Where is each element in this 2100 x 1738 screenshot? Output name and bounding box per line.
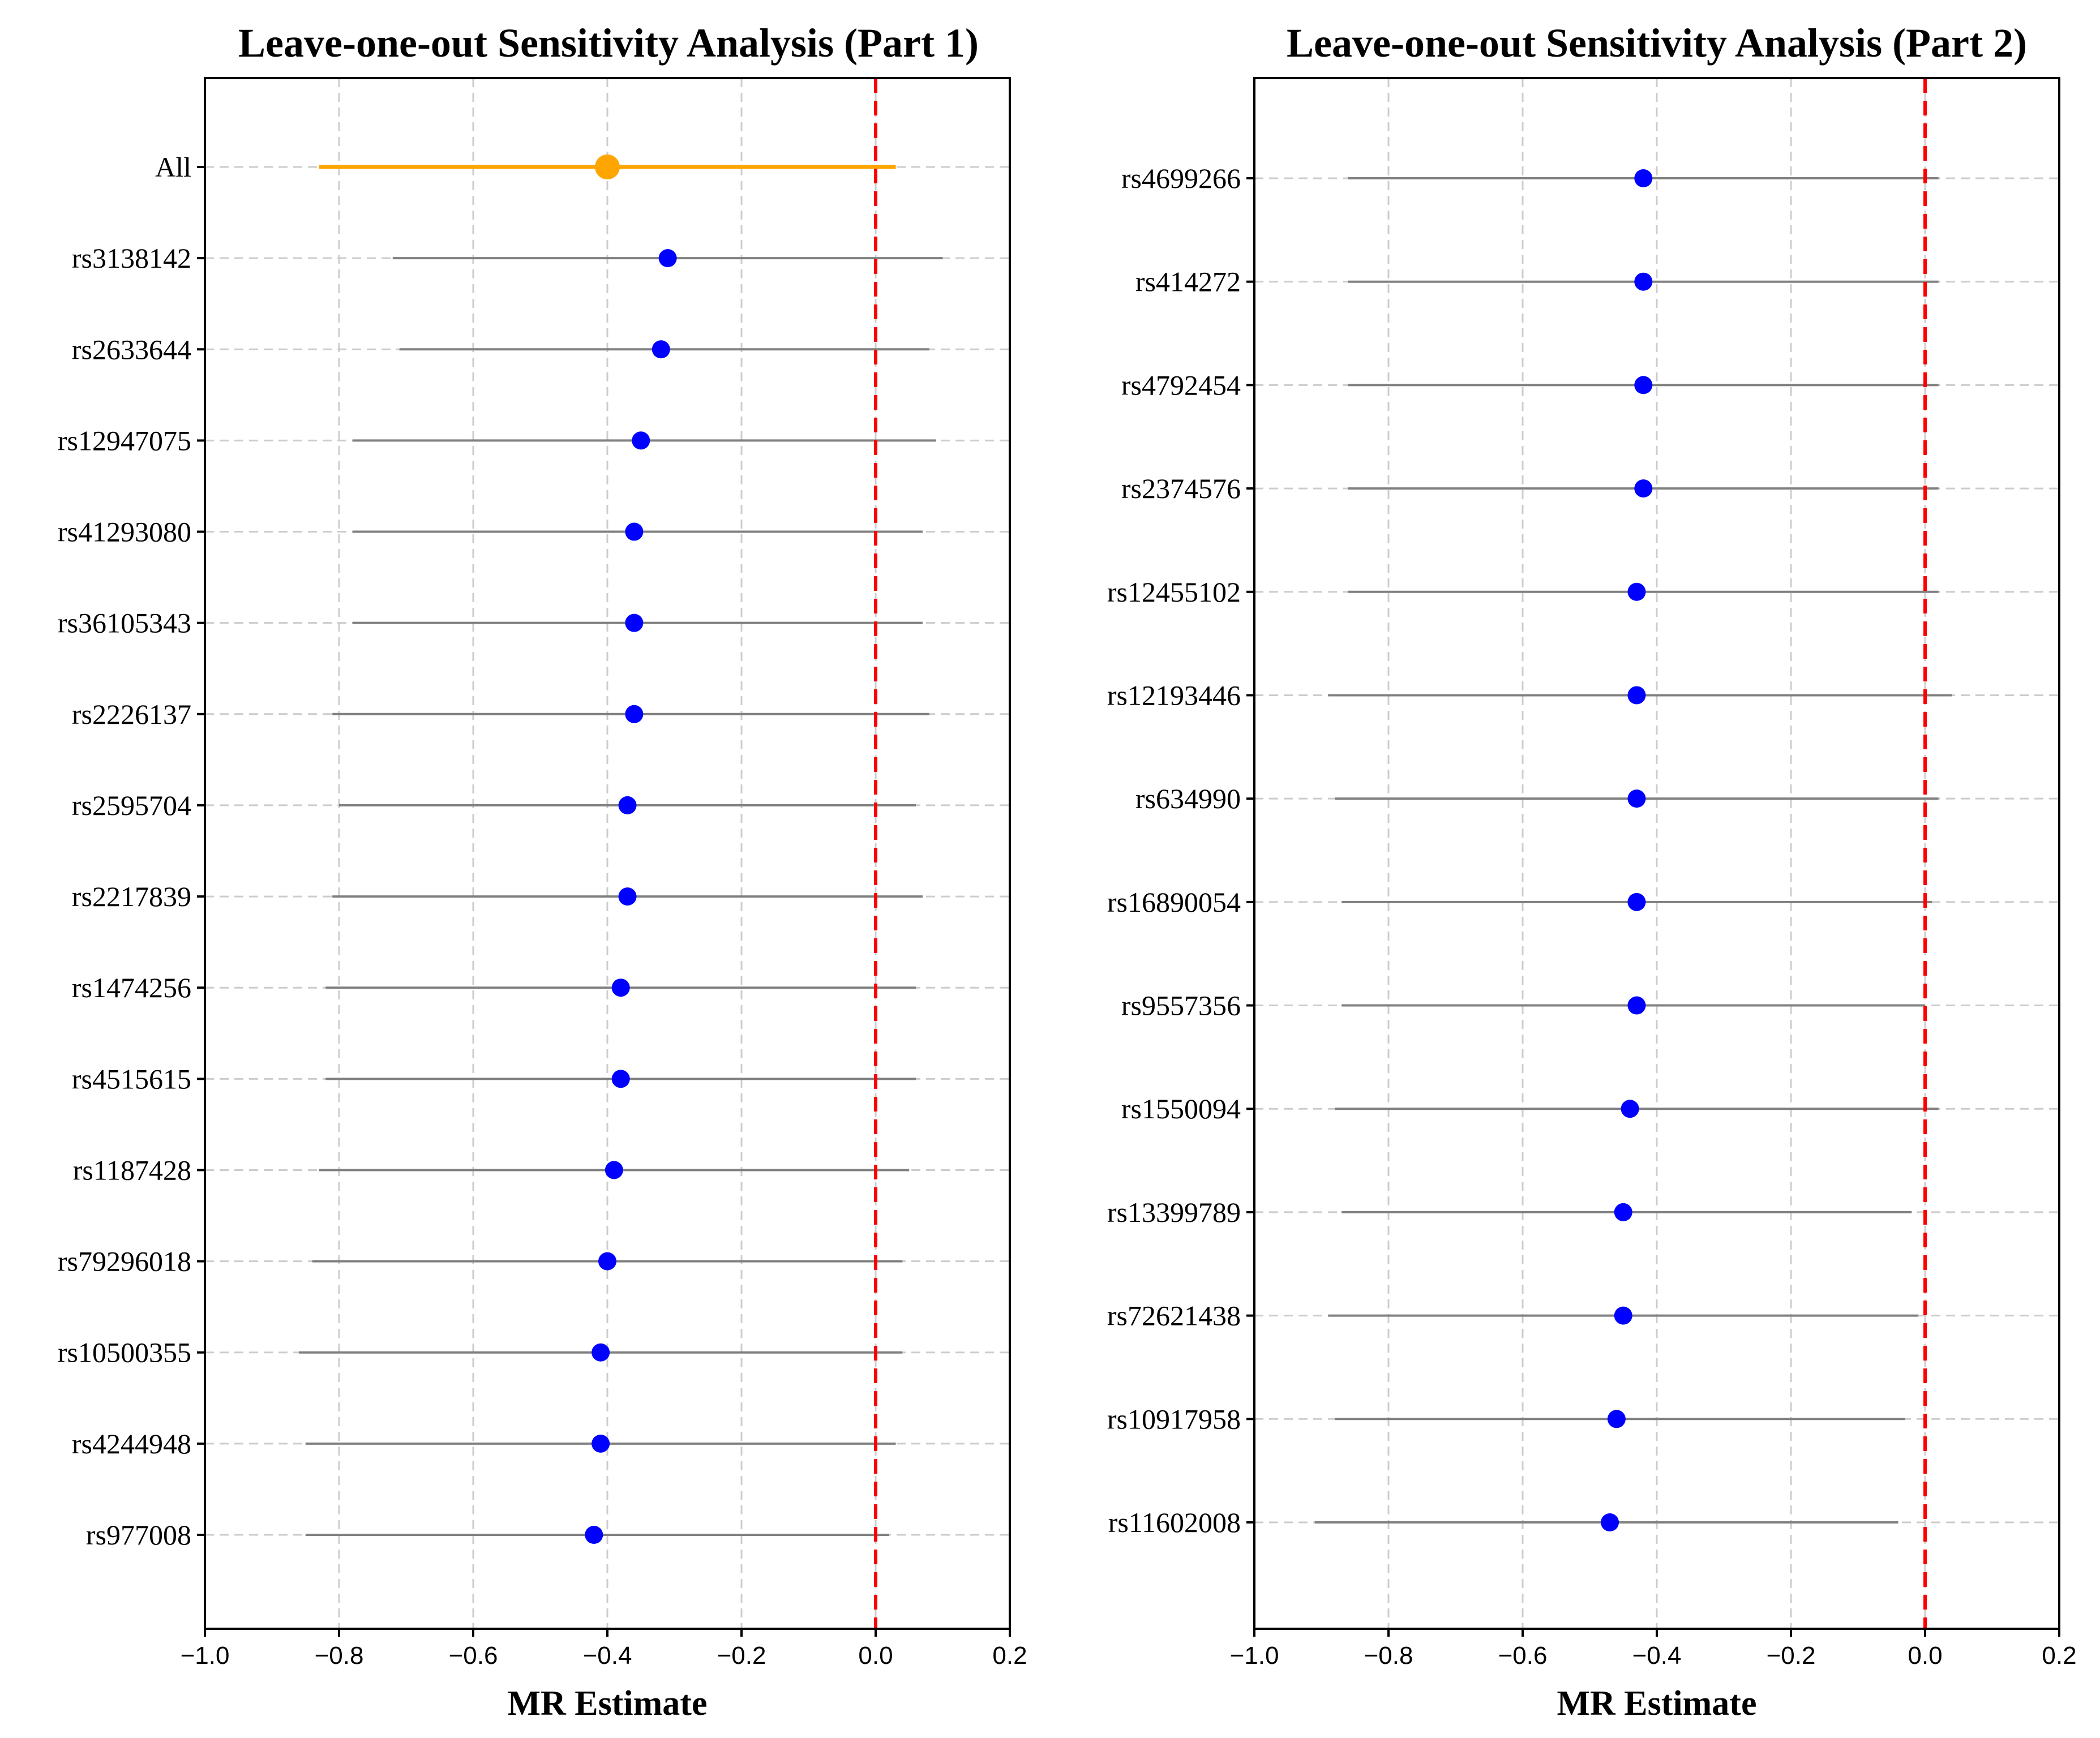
- snp-label: rs4244948: [72, 1428, 191, 1460]
- snp-label: rs4515615: [72, 1063, 191, 1095]
- x-tick-label: −0.4: [583, 1642, 632, 1670]
- snp-label: rs2217839: [72, 881, 191, 912]
- overall-estimate-point: [595, 155, 620, 179]
- x-tick-label: −0.6: [1498, 1642, 1548, 1670]
- estimate-point: [592, 1343, 610, 1362]
- snp-label: rs79296018: [58, 1246, 191, 1277]
- x-tick-label: −0.4: [1632, 1642, 1682, 1670]
- confidence-intervals: [1314, 177, 1952, 1524]
- snp-label: rs12947075: [58, 424, 191, 456]
- estimate-point: [611, 979, 630, 997]
- snp-label: rs11602008: [1108, 1507, 1241, 1538]
- estimate-point: [1634, 169, 1653, 187]
- chart-title: Leave-one-out Sensitivity Analysis (Part…: [1287, 20, 2027, 66]
- snp-label: rs16890054: [1107, 886, 1241, 918]
- snp-label: rs414272: [1135, 266, 1241, 298]
- estimate-point: [1627, 582, 1646, 601]
- snp-label: rs634990: [1135, 783, 1241, 814]
- estimate-point: [1614, 1203, 1632, 1221]
- estimate-point: [618, 796, 637, 814]
- snp-label: rs12455102: [1107, 576, 1241, 608]
- snp-label: rs1550094: [1121, 1093, 1241, 1125]
- x-axis: −1.0 −0.8 −0.6 −0.4 −0.2 0.0 0.2: [1230, 1629, 2077, 1670]
- estimate-point: [1607, 1410, 1626, 1428]
- snp-label: rs2374576: [1121, 473, 1241, 504]
- x-axis: −1.0 −0.8 −0.6 −0.4 −0.2 0.0 0.2: [181, 1629, 1027, 1670]
- x-tick-label: 0.0: [1908, 1642, 1942, 1670]
- x-tick-label: −0.8: [315, 1642, 364, 1670]
- estimate-point: [1634, 272, 1653, 291]
- estimate-point: [1634, 376, 1653, 394]
- chart-title: Leave-one-out Sensitivity Analysis (Part…: [238, 20, 979, 66]
- y-axis: rs4699266 rs414272 rs4792454 rs2374576 rs124…: [1107, 162, 1254, 1538]
- snp-label: rs1187428: [73, 1154, 191, 1186]
- snp-label: rs10917958: [1107, 1403, 1241, 1435]
- snp-label: rs2226137: [72, 698, 191, 730]
- panel-part-1: Leave-one-out Sensitivity Analysis (Part…: [58, 20, 1027, 1723]
- estimate-point: [625, 705, 644, 723]
- estimate-point: [625, 613, 644, 632]
- snp-label: rs977008: [86, 1519, 191, 1551]
- estimate-point: [1627, 789, 1646, 808]
- x-tick-label: −0.8: [1364, 1642, 1413, 1670]
- snp-label: rs2595704: [72, 789, 191, 821]
- estimate-point: [605, 1161, 623, 1179]
- estimate-point: [1614, 1306, 1632, 1325]
- estimate-point: [632, 431, 650, 450]
- estimate-point: [598, 1252, 616, 1271]
- estimate-point: [1621, 1100, 1639, 1118]
- grid: [1253, 78, 2060, 1629]
- snp-label: rs9557356: [1121, 990, 1241, 1022]
- estimate-point: [618, 887, 637, 906]
- estimate-point: [652, 340, 670, 359]
- estimate-point: [1601, 1513, 1619, 1531]
- x-tick-label: −0.2: [1767, 1642, 1816, 1670]
- snp-label: rs41293080: [58, 516, 191, 548]
- snp-label: rs13399789: [1107, 1196, 1241, 1228]
- snp-label: All: [155, 151, 191, 183]
- estimate-points: [1601, 169, 1653, 1531]
- x-tick-label: −0.2: [717, 1642, 766, 1670]
- snp-label: rs1474256: [72, 972, 191, 1003]
- x-tick-label: −1.0: [1230, 1642, 1279, 1670]
- estimate-point: [585, 1526, 603, 1544]
- estimate-point: [1634, 479, 1653, 498]
- snp-label: rs36105343: [58, 607, 191, 639]
- confidence-intervals: [298, 165, 943, 1536]
- snp-label: rs12193446: [1107, 679, 1241, 711]
- x-axis-label: MR Estimate: [1557, 1684, 1757, 1723]
- x-tick-label: −1.0: [181, 1642, 230, 1670]
- x-tick-label: 0.0: [858, 1642, 893, 1670]
- estimate-point: [1627, 892, 1646, 911]
- snp-label: rs3138142: [72, 242, 191, 274]
- estimate-point: [592, 1434, 610, 1453]
- x-tick-label: 0.2: [992, 1642, 1027, 1670]
- estimate-point: [611, 1070, 630, 1088]
- snp-label: rs4792454: [1121, 369, 1241, 401]
- x-tick-label: 0.2: [2042, 1642, 2076, 1670]
- estimate-point: [1627, 686, 1646, 705]
- estimate-points: [585, 155, 677, 1544]
- snp-label: rs72621438: [1107, 1300, 1241, 1332]
- estimate-point: [1627, 996, 1646, 1015]
- grid: [204, 78, 1011, 1629]
- estimate-point: [658, 249, 677, 268]
- x-tick-label: −0.6: [449, 1642, 498, 1670]
- snp-label: rs4699266: [1121, 162, 1241, 194]
- estimate-point: [625, 522, 644, 541]
- snp-label: rs10500355: [58, 1337, 191, 1368]
- x-axis-label: MR Estimate: [508, 1684, 708, 1723]
- y-axis: All rs3138142 rs2633644 rs12947075 rs4129308…: [58, 151, 205, 1551]
- panel-part-2: Leave-one-out Sensitivity Analysis (Part…: [1107, 20, 2077, 1723]
- snp-label: rs2633644: [72, 333, 191, 365]
